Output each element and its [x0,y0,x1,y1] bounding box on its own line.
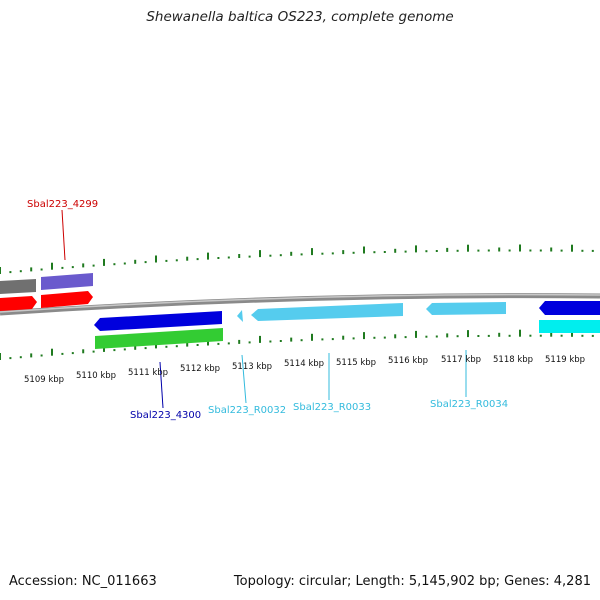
axis-tick-label: 5113 kbp [232,362,272,372]
genome-backbone [0,293,600,316]
label-sbal223-r0032[interactable]: Sbal223_R0032 [208,405,286,416]
axis-tick-label: 5114 kbp [284,359,324,369]
gene-feature-blue-sbal223-4300[interactable] [94,311,222,331]
gene-feature-red-2[interactable] [41,291,93,308]
trna-feature-r0034[interactable] [426,302,506,315]
trna-feature-r0032[interactable] [237,310,243,322]
label-sbal223-r0033[interactable]: Sbal223_R0033 [293,402,371,413]
leader-sbal223-4300 [159,361,164,409]
leader-sbal223-4299 [61,209,66,261]
axis-tick-label: 5111 kbp [128,368,168,378]
gene-feature-purple[interactable] [41,273,93,290]
accession-text: Accession: NC_011663 [9,574,157,589]
axis-tick-label: 5118 kbp [493,355,533,365]
genome-backbone-highlight [0,293,600,313]
axis-tick-label: 5110 kbp [76,371,116,381]
axis-tick-labels: 5109 kbp 5110 kbp 5111 kbp 5112 kbp 5113… [24,355,585,385]
axis-tick-label: 5109 kbp [24,375,64,385]
gene-feature-blue-right[interactable] [539,301,600,315]
map-title: Shewanella baltica OS223, complete genom… [146,9,454,25]
gene-feature-cyan[interactable] [539,320,600,333]
leader-sbal223-r0032 [241,354,247,404]
label-sbal223-r0034[interactable]: Sbal223_R0034 [430,399,508,410]
topology-text: Topology: circular; Length: 5,145,902 bp… [233,574,591,589]
gene-feature-green[interactable] [95,328,223,349]
gene-feature-gray[interactable] [0,279,36,294]
axis-tick-label: 5115 kbp [336,358,376,368]
gc-track-upper [0,244,594,274]
axis-tick-label: 5117 kbp [441,355,481,365]
trna-feature-r0033[interactable] [251,303,403,321]
axis-tick-label: 5116 kbp [388,356,428,366]
axis-tick-label: 5112 kbp [180,364,220,374]
label-sbal223-4300[interactable]: Sbal223_4300 [130,410,201,421]
gene-feature-red-1[interactable] [0,296,37,311]
axis-tick-label: 5119 kbp [545,355,585,365]
label-sbal223-4299[interactable]: Sbal223_4299 [27,199,98,210]
